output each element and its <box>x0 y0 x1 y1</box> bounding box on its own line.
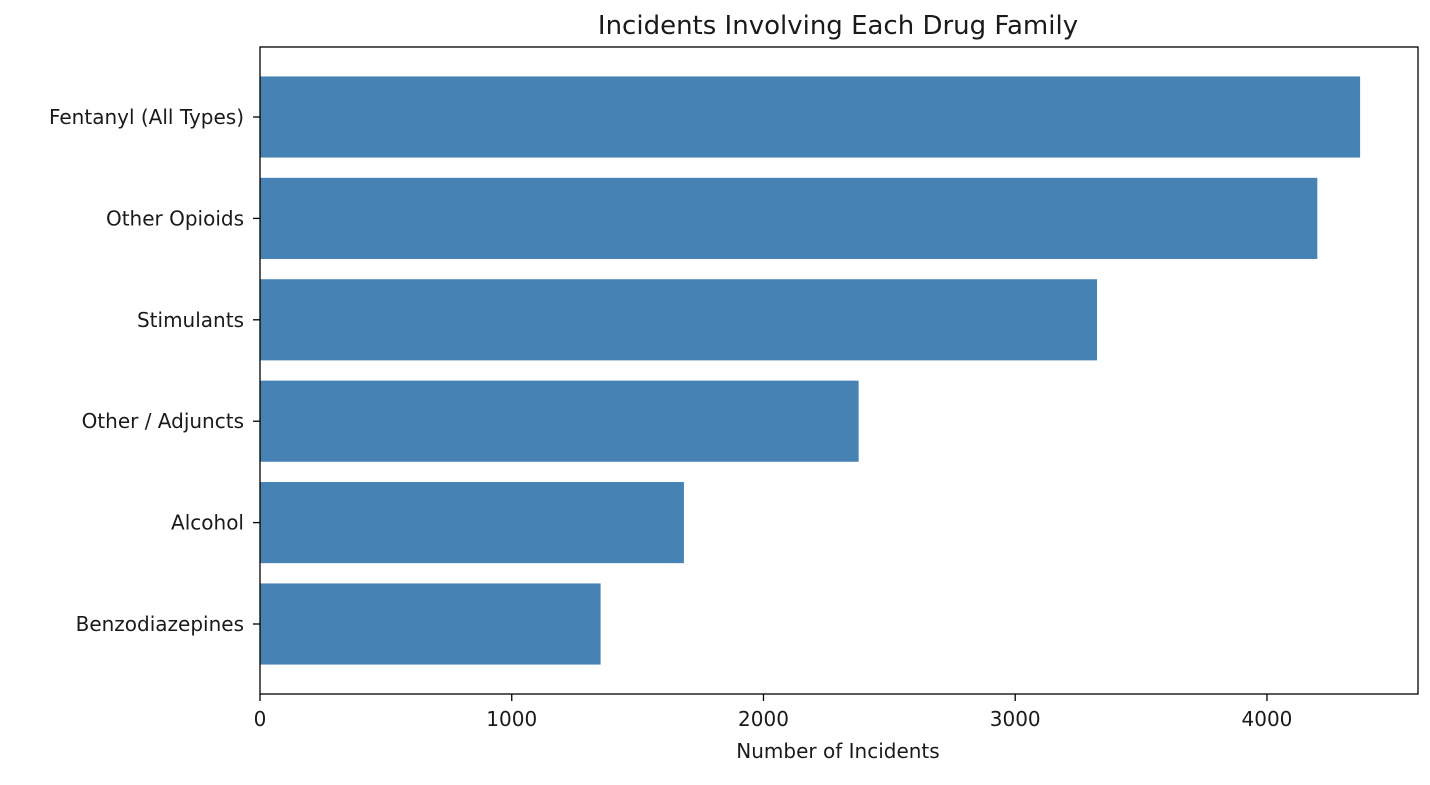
plot-frame <box>259 46 1419 695</box>
y-axis-ticks: Fentanyl (All Types) Other Opioids Stimula… <box>49 105 260 636</box>
x-tick-label: 3000 <box>990 707 1041 731</box>
x-axis-ticks: 0 1000 2000 3000 4000 <box>254 694 1293 731</box>
y-tick-label: Benzodiazepines <box>76 612 244 636</box>
y-tick-label: Other Opioids <box>106 206 244 230</box>
y-tick-label: Fentanyl (All Types) <box>49 105 244 129</box>
bars-group <box>260 76 1361 665</box>
chart-title: Incidents Involving Each Drug Family <box>598 11 1078 41</box>
bar <box>260 177 1318 259</box>
x-tick-label: 0 <box>254 707 267 731</box>
bar <box>260 76 1361 158</box>
x-axis-label: Number of Incidents <box>736 739 939 763</box>
y-tick-label: Alcohol <box>171 511 244 535</box>
x-tick-label: 2000 <box>738 707 789 731</box>
y-tick-label: Stimulants <box>137 308 244 332</box>
bar <box>260 583 601 665</box>
y-tick-label: Other / Adjuncts <box>82 409 244 433</box>
bar <box>260 279 1098 361</box>
bar <box>260 482 684 564</box>
x-tick-label: 1000 <box>486 707 537 731</box>
x-tick-label: 4000 <box>1242 707 1293 731</box>
bar <box>260 380 859 462</box>
